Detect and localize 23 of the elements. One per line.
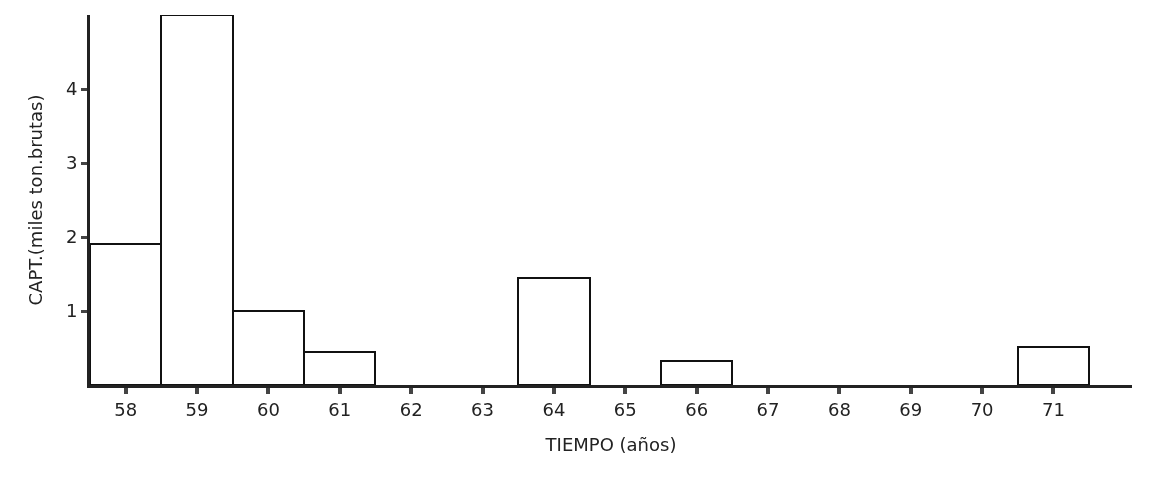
x-tick-label: 67	[756, 398, 780, 420]
x-tick-label: 65	[613, 398, 637, 420]
y-tick-label: 4	[65, 78, 78, 100]
x-tick-label: 70	[970, 398, 994, 420]
y-axis-title: CAPT.(miles ton.brutas)	[25, 94, 46, 306]
x-axis-title: TIEMPO (años)	[544, 434, 677, 455]
y-tick-label: 1	[65, 300, 78, 322]
x-tick-label: 61	[328, 398, 352, 420]
y-tick-label: 2	[65, 226, 78, 248]
x-tick-label: 60	[256, 398, 280, 420]
x-tick-label: 59	[185, 398, 209, 420]
x-tick-label: 68	[827, 398, 851, 420]
x-tick-label: 64	[542, 398, 566, 420]
y-tick-label: 3	[65, 152, 78, 174]
x-tick-label: 71	[1042, 398, 1065, 420]
x-tick-label: 62	[399, 398, 423, 420]
x-tick-label: 69	[899, 398, 923, 420]
bar	[660, 360, 733, 385]
bar	[517, 277, 591, 385]
x-tick-label: 58	[114, 398, 138, 420]
x-tick-label: 66	[685, 398, 709, 420]
bar	[1017, 346, 1090, 385]
x-tick-label: 63	[471, 398, 494, 420]
